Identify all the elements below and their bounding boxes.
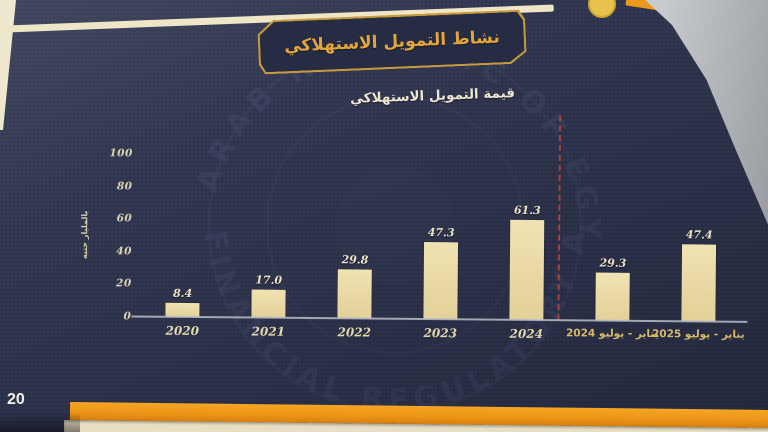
y-tick-label: 60 (116, 212, 133, 225)
bar-value-label: 17.0 (255, 273, 283, 288)
y-axis-ticks: 0 20 40 60 80 100 (95, 147, 136, 322)
bar (251, 289, 286, 318)
bar (595, 272, 630, 321)
x-category-label: يناير - يوليو 2024 (565, 327, 659, 341)
bar (681, 244, 717, 322)
plot-area: 0 20 40 60 80 100 8.4 2020 17.0 2021 29.8 2022 47.3… (95, 115, 748, 341)
section-title: نشاط التمويل الاستهلاكي (283, 27, 501, 57)
bar (337, 269, 372, 319)
x-category-label: يناير - يوليو 2025 (651, 328, 745, 341)
bar-column: 29.8 2022 (311, 155, 398, 340)
y-tick-label: 80 (116, 179, 133, 193)
bar-value-label: 47.4 (685, 228, 713, 242)
bar-value-label: 8.4 (172, 287, 193, 301)
bar (509, 219, 545, 321)
y-tick-label: 40 (116, 245, 133, 258)
bar-value-label: 47.3 (427, 225, 455, 240)
bar-column: 17.0 2021 (225, 154, 312, 339)
bars-area: 8.4 2020 17.0 2021 29.8 2022 47.3 2023 61.3 2024 2… (139, 154, 745, 341)
y-tick-label: 100 (109, 147, 133, 160)
bar (423, 241, 459, 320)
cover-circle-decoration (588, 0, 616, 18)
section-title-box-inner: نشاط التمويل الاستهلاكي (259, 11, 525, 72)
y-tick-label: 20 (116, 277, 132, 290)
y-axis-label: بالمليار جنيه (79, 210, 90, 260)
bar-column: 47.4 يناير - يوليو 2025 (652, 158, 745, 341)
x-category-label: 2020 (165, 323, 200, 339)
bar-value-label: 61.3 (513, 203, 541, 218)
bar-chart: بالمليار جنيه 0 20 40 60 80 100 8.4 2020 17.0 20… (80, 115, 748, 354)
section-title-box: نشاط التمويل الاستهلاكي (257, 9, 527, 74)
bar-column: 8.4 2020 (139, 154, 226, 338)
corner-shadow (0, 412, 80, 432)
page-number: 20 (7, 391, 25, 408)
x-category-label: 2022 (337, 325, 372, 340)
x-category-label: 2023 (423, 326, 458, 341)
bar-value-label: 29.3 (599, 256, 627, 271)
x-category-label: 2021 (251, 324, 286, 339)
x-category-label: 2024 (509, 326, 544, 342)
bar-column: 47.3 2023 (397, 156, 484, 340)
bar-value-label: 29.8 (341, 253, 369, 267)
bar-column: 29.3 يناير - يوليو 2024 (566, 157, 659, 340)
y-tick-label: 0 (123, 310, 132, 323)
